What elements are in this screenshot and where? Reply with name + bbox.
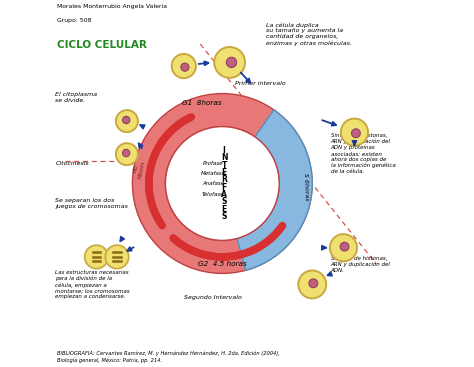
Text: Metafase: Metafase: [201, 171, 226, 176]
Text: MD
Mitosis: MD Mitosis: [132, 159, 146, 179]
Circle shape: [341, 119, 368, 146]
Text: G1  8horas: G1 8horas: [182, 100, 222, 106]
Text: E: E: [221, 168, 227, 177]
Text: Segundo Intervalo: Segundo Intervalo: [184, 295, 242, 301]
Text: Síntesis de histonas,
ARN y duplicación del
ADN.: Síntesis de histonas, ARN y duplicación …: [330, 255, 391, 273]
Circle shape: [330, 234, 357, 261]
Text: BIBLIOGRAFÍA: Cervantes Ramírez, M. y Hernández Hernández, H. 2da. Edición (2004: BIBLIOGRAFÍA: Cervantes Ramírez, M. y He…: [57, 350, 280, 363]
Text: G2  4.5 horas: G2 4.5 horas: [198, 261, 246, 267]
Text: Síntesis de histonas,
ARN y duplicación del
ADN y proteínas
asociadas; existen
a: Síntesis de histonas, ARN y duplicación …: [330, 132, 395, 174]
Text: I: I: [223, 146, 226, 155]
Circle shape: [298, 270, 326, 298]
Circle shape: [227, 57, 237, 68]
Text: Se separan los dos
juegos de cromosomas: Se separan los dos juegos de cromosomas: [55, 198, 128, 209]
Text: S: S: [221, 197, 227, 206]
Circle shape: [116, 143, 138, 165]
Text: E: E: [221, 205, 227, 214]
Text: Citocinesis: Citocinesis: [55, 161, 89, 167]
Text: Telofase: Telofase: [202, 192, 224, 197]
Text: Profase: Profase: [203, 161, 223, 166]
Text: Morales Monterrubio Angela Valeria: Morales Monterrubio Angela Valeria: [57, 4, 167, 9]
Text: T: T: [221, 161, 227, 170]
Text: R: R: [221, 175, 227, 184]
Text: CICLO CELULAR: CICLO CELULAR: [57, 40, 147, 50]
Text: Anafase: Anafase: [202, 181, 224, 186]
Text: F: F: [221, 183, 227, 192]
Circle shape: [116, 110, 138, 132]
Circle shape: [122, 149, 130, 157]
Text: S 6horas: S 6horas: [302, 173, 309, 201]
Circle shape: [340, 242, 349, 251]
Wedge shape: [132, 94, 312, 273]
Wedge shape: [237, 110, 312, 270]
Circle shape: [105, 245, 129, 269]
Text: El citoplasma
se divide.: El citoplasma se divide.: [55, 92, 98, 102]
Circle shape: [309, 279, 318, 288]
Text: Las estructuras necesarias
para la división de la
célula, empiezan a
montarse; l: Las estructuras necesarias para la divis…: [55, 270, 130, 299]
Text: La célula duplica
su tamaño y aumenta la
cantidad de organelos,
enzimas y otras : La célula duplica su tamaño y aumenta la…: [266, 22, 352, 46]
Circle shape: [181, 63, 189, 71]
Text: Grupo: 508: Grupo: 508: [57, 18, 91, 23]
Text: A: A: [221, 190, 227, 199]
Circle shape: [165, 127, 279, 240]
Text: Primer intervalo: Primer intervalo: [235, 81, 286, 86]
Circle shape: [172, 54, 196, 78]
Circle shape: [352, 129, 360, 138]
Text: S: S: [221, 212, 227, 221]
Text: N: N: [221, 153, 228, 162]
Circle shape: [214, 47, 245, 78]
Circle shape: [85, 245, 108, 269]
Circle shape: [122, 116, 130, 124]
